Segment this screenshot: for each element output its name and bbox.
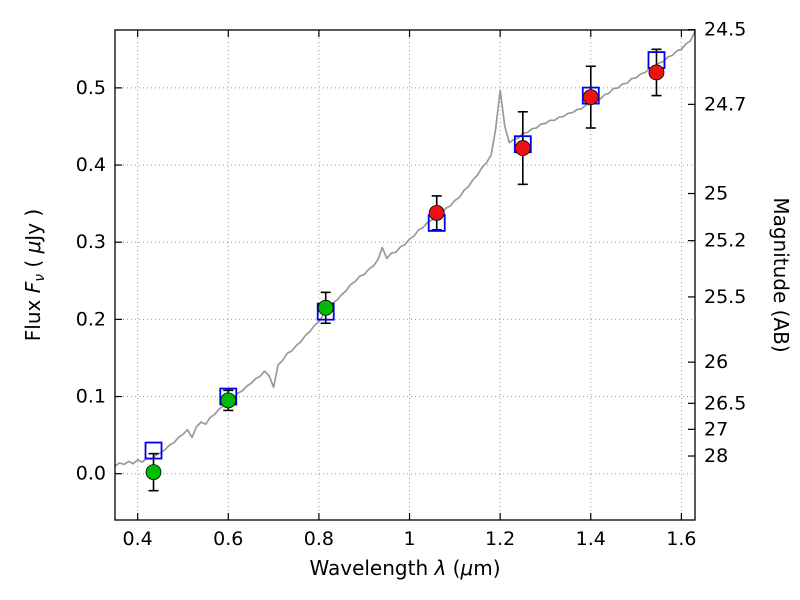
y-axis-title-flux: Flux Fν ( μJy ) — [21, 209, 48, 341]
flux-tick-label: 0.0 — [76, 463, 106, 485]
magnitude-tick-label: 28 — [704, 445, 728, 467]
flux-tick-label: 0.1 — [76, 386, 106, 408]
x-tick-label: 0.6 — [213, 528, 243, 550]
flux-tick-label: 0.3 — [76, 231, 106, 253]
x-tick-label: 1.2 — [485, 528, 515, 550]
magnitude-tick-label: 24.7 — [704, 93, 746, 115]
magnitude-tick-label: 27 — [704, 418, 728, 440]
flux-tick-label: 0.4 — [76, 154, 106, 176]
x-tick-label: 0.8 — [304, 528, 334, 550]
magnitude-tick-label: 26 — [704, 351, 728, 373]
photometry-circle-green — [317, 299, 334, 316]
magnitude-tick-label: 24.5 — [704, 19, 746, 41]
photometry-circle-red — [582, 89, 599, 106]
x-tick-label: 1.6 — [666, 528, 696, 550]
photometry-circle-green — [220, 392, 237, 409]
magnitude-tick-label: 26.5 — [704, 392, 746, 414]
model-photometry-square — [144, 441, 163, 460]
magnitude-tick-label: 25 — [704, 183, 728, 205]
photometry-circle-red — [428, 204, 445, 221]
x-tick-label: 1.4 — [576, 528, 606, 550]
flux-tick-label: 0.2 — [76, 308, 106, 330]
x-axis-title: Wavelength λ (μm) — [309, 556, 500, 580]
photometry-circle-green — [145, 464, 162, 481]
y-axis-title-magnitude: Magnitude (AB) — [769, 197, 793, 352]
x-tick-label: 1 — [403, 528, 415, 550]
plot-area — [115, 30, 695, 520]
photometry-circle-red — [648, 64, 665, 81]
x-tick-label: 0.4 — [123, 528, 153, 550]
photometry-circle-red — [514, 140, 531, 156]
magnitude-tick-label: 25.2 — [704, 230, 746, 252]
plot-frame — [114, 29, 696, 521]
flux-tick-label: 0.5 — [76, 77, 106, 99]
magnitude-tick-label: 25.5 — [704, 286, 746, 308]
